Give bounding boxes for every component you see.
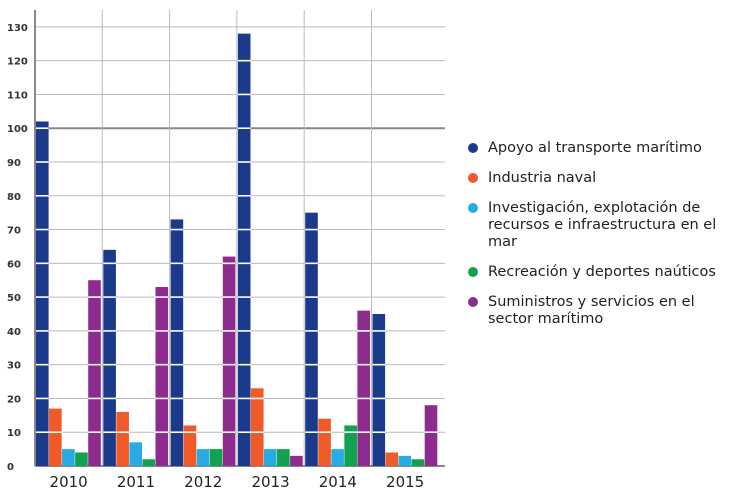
legend-marker [468,173,478,183]
y-tick-label: 100 [7,124,28,135]
y-tick-label: 20 [7,394,21,405]
bar [88,280,101,466]
y-tick-label: 80 [7,192,21,203]
x-tick-label: 2015 [386,473,424,491]
legend-label: Industria naval [488,170,597,186]
y-tick-label: 110 [7,90,28,101]
x-tick-label: 2011 [117,473,155,491]
bar [196,449,210,466]
y-tick-label: 30 [7,361,21,372]
bar [344,425,357,466]
x-tick-label: 2013 [251,473,289,491]
x-tick-label: 2012 [184,473,222,491]
legend-marker [468,203,478,213]
x-tick-label: 2014 [319,473,357,491]
bar [372,314,386,466]
legend-label: Suministros y servicios en el sector mar… [488,294,695,327]
bar [142,459,156,466]
bar [357,310,370,466]
bar [209,449,223,466]
y-tick-label: 60 [7,259,21,270]
legend-marker [468,143,478,153]
bar [222,256,236,466]
y-tick-label: 120 [7,57,28,68]
legend-item: Industria naval [468,170,738,187]
bar [103,249,116,466]
bar [170,219,184,466]
bar [290,455,303,466]
legend-item: Investigación, explotación de recursos e… [468,200,738,251]
bar [75,452,88,466]
legend-label: Apoyo al transporte marítimo [488,140,702,156]
x-tick-label: 2010 [50,473,88,491]
bar [305,212,318,466]
legend-item: Suministros y servicios en el sector mar… [468,294,738,328]
bar [183,425,197,466]
bar [49,408,62,466]
bar [424,405,438,466]
y-tick-label: 40 [7,327,21,338]
legend-marker [468,297,478,307]
bar [155,286,169,466]
bar [116,411,129,466]
bar [62,449,75,466]
y-tick-label: 0 [7,462,14,473]
bar [36,121,49,466]
y-tick-label: 90 [7,158,21,169]
legend-item: Apoyo al transporte marítimo [468,140,738,157]
bar [250,388,264,466]
bar [411,459,425,466]
legend-marker [468,267,478,277]
legend: Apoyo al transporte marítimo Industria na… [468,140,738,341]
bar [318,418,331,466]
bar [398,455,412,466]
bar [129,442,142,466]
y-tick-label: 10 [7,428,21,439]
y-tick-label: 70 [7,226,21,237]
legend-item: Recreación y deportes naúticos [468,264,738,281]
legend-label: Recreación y deportes naúticos [488,264,716,280]
bar [331,449,344,466]
y-tick-label: 130 [7,23,28,34]
y-tick-label: 50 [7,293,21,304]
bar [237,33,251,467]
bar [277,449,290,466]
bar [264,449,277,466]
legend-label: Investigación, explotación de recursos e… [488,200,717,250]
bar [385,452,399,466]
